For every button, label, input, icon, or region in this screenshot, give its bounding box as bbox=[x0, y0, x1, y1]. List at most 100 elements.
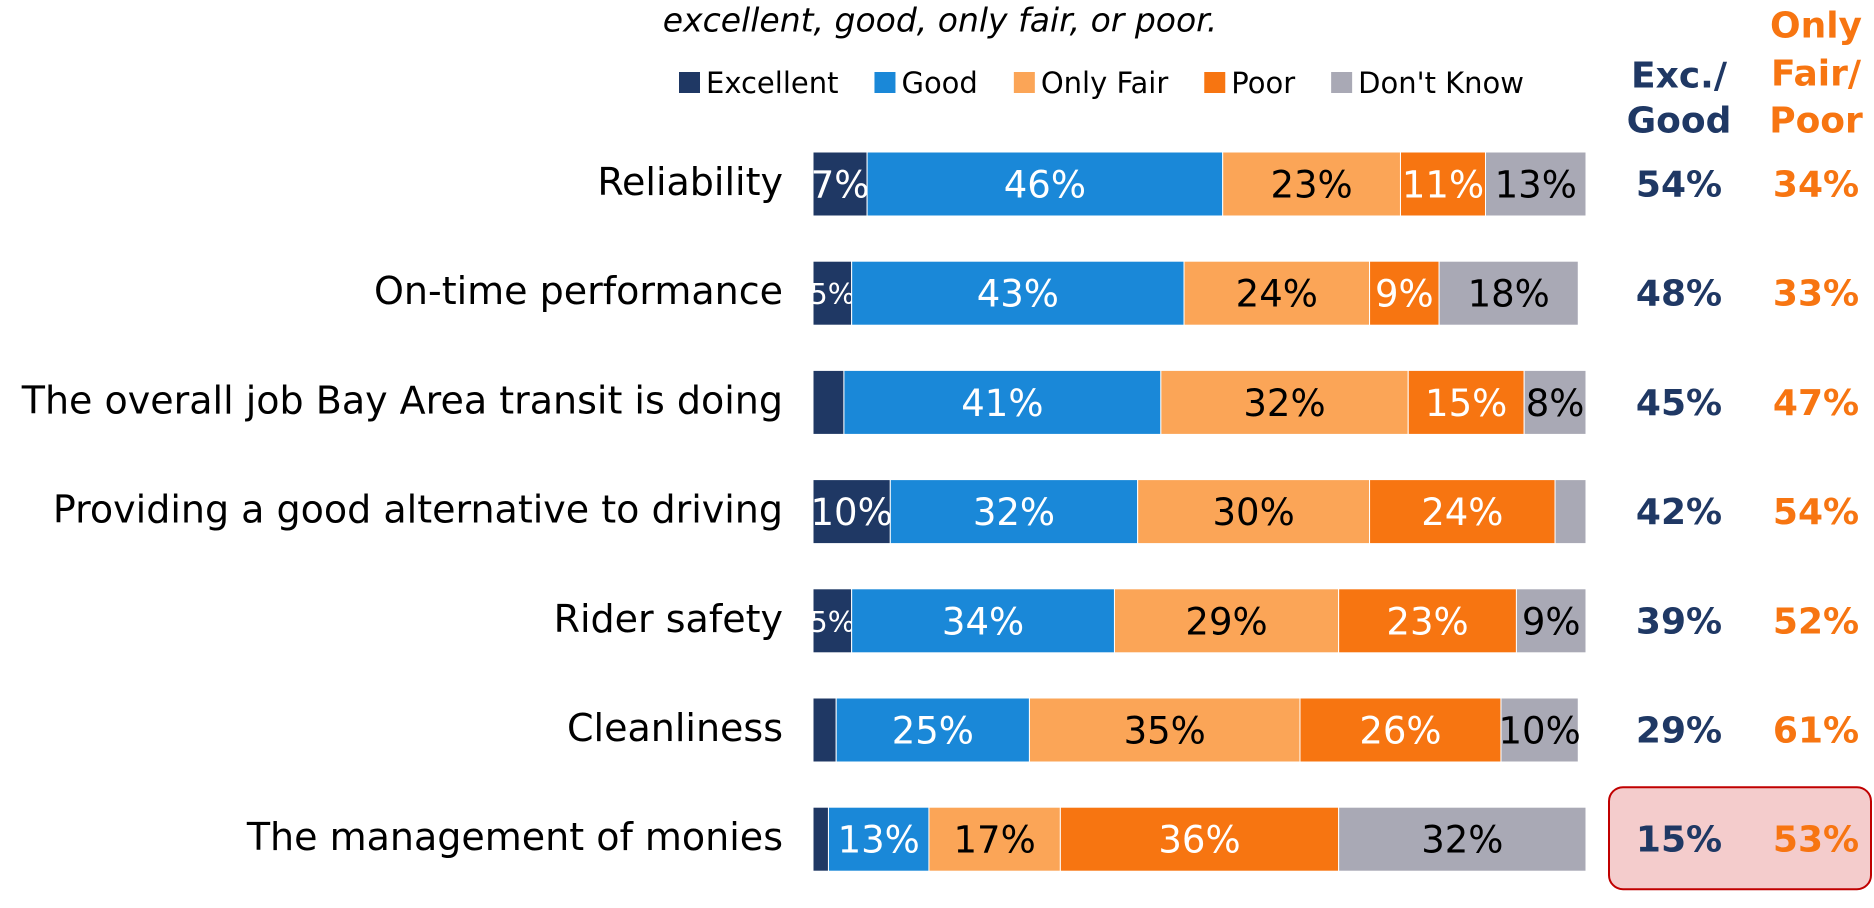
legend-swatch bbox=[1331, 72, 1353, 93]
bar-segment bbox=[1059, 806, 1340, 872]
bar-segment bbox=[812, 369, 845, 435]
bar-segment bbox=[1500, 697, 1579, 763]
segment-label: 5% bbox=[809, 277, 855, 311]
category-label: Reliability bbox=[597, 160, 783, 204]
segment-label: 43% bbox=[977, 273, 1059, 316]
bar-segment bbox=[1523, 369, 1587, 435]
net-value: 39% bbox=[1636, 601, 1722, 642]
segment-label: 29% bbox=[1185, 600, 1267, 643]
bar-segment bbox=[851, 588, 1115, 654]
legend-label: Only Fair bbox=[1041, 66, 1168, 100]
bar-segment bbox=[835, 697, 1030, 763]
segment-label: 24% bbox=[1236, 273, 1318, 316]
bar-segment bbox=[812, 697, 837, 763]
legend-swatch bbox=[874, 72, 896, 93]
segment-label: 24% bbox=[1421, 491, 1503, 534]
legend-label: Poor bbox=[1231, 66, 1295, 100]
net-value: 42% bbox=[1636, 492, 1722, 533]
segment-label: 18% bbox=[1468, 273, 1550, 316]
bar-segment bbox=[1369, 260, 1440, 326]
bar-segment bbox=[1515, 588, 1587, 654]
net-value: 54% bbox=[1636, 165, 1722, 206]
net-header: Only bbox=[1770, 6, 1862, 47]
segment-label: 13% bbox=[838, 819, 920, 862]
chart-subtitle: excellent, good, only fair, or poor. bbox=[663, 1, 1217, 40]
net-value: 53% bbox=[1773, 820, 1859, 861]
category-label: Rider safety bbox=[554, 597, 783, 641]
bar-segment bbox=[812, 151, 868, 217]
net-value: 61% bbox=[1773, 711, 1859, 752]
bar-segment bbox=[1222, 151, 1401, 217]
net-header: Good bbox=[1627, 101, 1732, 142]
bar-segment bbox=[1137, 479, 1371, 545]
net-value: 48% bbox=[1636, 274, 1722, 315]
segment-label: 41% bbox=[961, 382, 1043, 425]
legend-swatch bbox=[679, 72, 700, 93]
net-header: Poor bbox=[1769, 101, 1863, 142]
net-value: 29% bbox=[1636, 711, 1722, 752]
bar-segment bbox=[889, 479, 1139, 545]
bar-segment bbox=[1338, 588, 1517, 654]
net-value: 47% bbox=[1773, 383, 1859, 424]
segment-label: 10% bbox=[811, 491, 893, 534]
segment-label: 23% bbox=[1386, 600, 1468, 643]
bar-segment bbox=[1299, 697, 1502, 763]
segment-label: 32% bbox=[1243, 382, 1325, 425]
net-value: 33% bbox=[1773, 274, 1859, 315]
segment-label: 35% bbox=[1124, 710, 1206, 753]
bar-segment bbox=[1399, 151, 1487, 217]
bar-segment bbox=[1160, 369, 1409, 435]
segment-label: 15% bbox=[1425, 382, 1507, 425]
net-value: 34% bbox=[1773, 165, 1859, 206]
bar-segment bbox=[1338, 806, 1587, 872]
bar-segment bbox=[1554, 479, 1587, 545]
bar-segment bbox=[1369, 479, 1556, 545]
legend-swatch bbox=[1204, 72, 1226, 93]
bar-segment bbox=[1438, 260, 1579, 326]
bar-segment bbox=[812, 588, 853, 654]
bar-segment bbox=[843, 369, 1162, 435]
segment-label: 25% bbox=[892, 710, 974, 753]
bar-segment bbox=[1113, 588, 1340, 654]
category-label: On-time performance bbox=[374, 269, 783, 313]
legend-label: Excellent bbox=[706, 66, 838, 100]
segment-label: 10% bbox=[1498, 710, 1580, 753]
bar-segment bbox=[1183, 260, 1371, 326]
bar-segment bbox=[1407, 369, 1525, 435]
legend-label: Good bbox=[901, 66, 977, 100]
segment-label: 9% bbox=[1522, 600, 1581, 643]
bar-segment bbox=[866, 151, 1224, 217]
segment-label: 26% bbox=[1359, 710, 1441, 753]
segment-label: 11% bbox=[1402, 164, 1484, 207]
net-header: Exc./ bbox=[1631, 56, 1728, 97]
net-header: Fair/ bbox=[1771, 54, 1862, 95]
category-label: The management of monies bbox=[246, 815, 783, 859]
legend-label: Don't Know bbox=[1358, 66, 1524, 100]
bar-segment bbox=[812, 479, 891, 545]
bar-segment bbox=[928, 806, 1061, 872]
segment-label: 36% bbox=[1158, 819, 1240, 862]
segment-label: 8% bbox=[1526, 382, 1585, 425]
segment-label: 13% bbox=[1495, 164, 1577, 207]
bar-segment bbox=[851, 260, 1185, 326]
segment-label: 46% bbox=[1004, 164, 1086, 207]
segment-label: 32% bbox=[1421, 819, 1503, 862]
bar-segment bbox=[1485, 151, 1587, 217]
net-value: 15% bbox=[1636, 820, 1722, 861]
legend-swatch bbox=[1013, 72, 1035, 93]
segment-label: 34% bbox=[942, 600, 1024, 643]
category-label: Providing a good alternative to driving bbox=[53, 488, 783, 532]
segment-label: 17% bbox=[954, 819, 1036, 862]
segment-label: 30% bbox=[1212, 491, 1294, 534]
segment-label: 9% bbox=[1375, 273, 1434, 316]
segment-label: 7% bbox=[811, 164, 870, 207]
net-value: 54% bbox=[1773, 492, 1859, 533]
segment-label: 23% bbox=[1270, 164, 1352, 207]
bar-segment bbox=[1028, 697, 1301, 763]
category-label: The overall job Bay Area transit is doin… bbox=[21, 378, 783, 422]
net-value: 52% bbox=[1773, 601, 1859, 642]
net-value: 45% bbox=[1636, 383, 1722, 424]
segment-label: 32% bbox=[973, 491, 1055, 534]
bar-segment bbox=[812, 806, 829, 872]
